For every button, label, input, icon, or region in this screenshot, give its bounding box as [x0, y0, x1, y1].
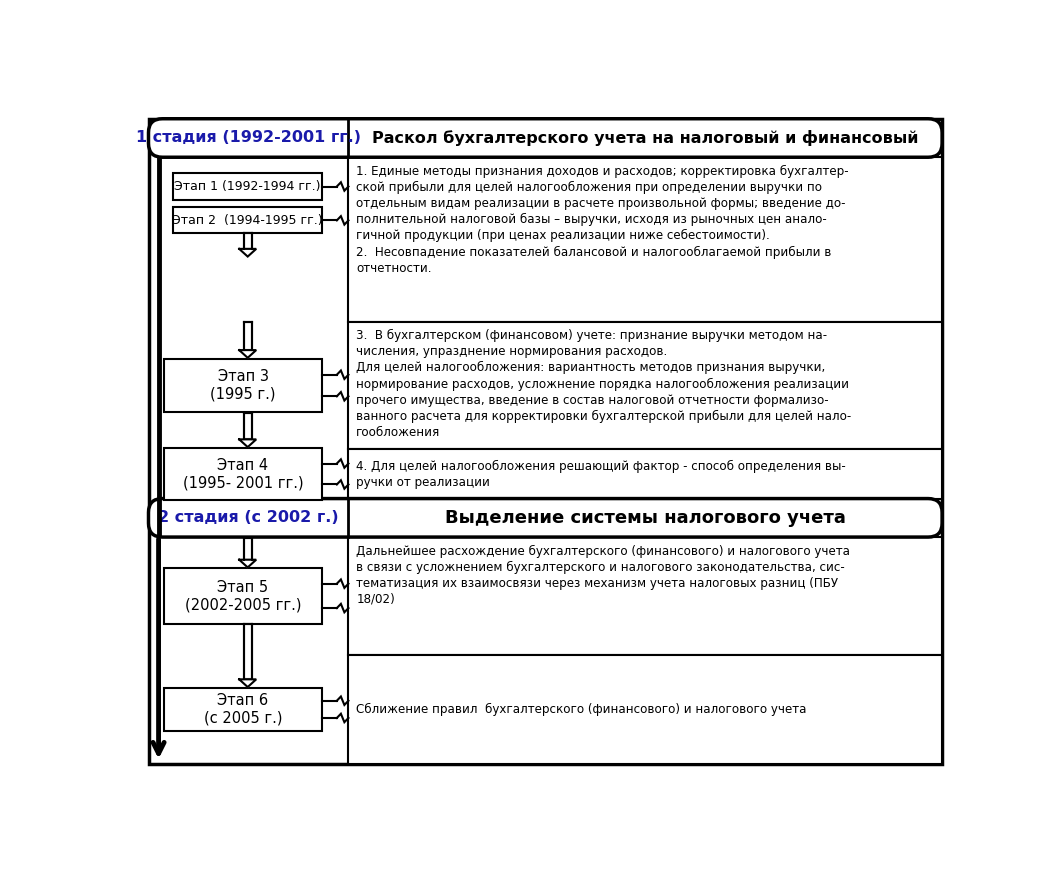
Bar: [244, 624, 251, 679]
Bar: [348, 538, 942, 655]
Text: Этап 6
(с 2005 г.): Этап 6 (с 2005 г.): [204, 693, 282, 725]
Bar: [348, 157, 942, 322]
Bar: [244, 233, 251, 249]
Bar: [244, 413, 251, 440]
Bar: [348, 449, 942, 498]
Bar: [348, 655, 942, 764]
Bar: [164, 447, 322, 500]
Bar: [173, 207, 322, 233]
Polygon shape: [239, 440, 256, 447]
Text: Этап 4
(1995- 2001 гг.): Этап 4 (1995- 2001 гг.): [183, 458, 303, 490]
Polygon shape: [239, 350, 256, 357]
Bar: [164, 688, 322, 731]
Text: 3.  В бухгалтерском (финансовом) учете: признание выручки методом на-
числения, : 3. В бухгалтерском (финансовом) учете: п…: [356, 329, 851, 439]
FancyBboxPatch shape: [149, 119, 942, 157]
Text: Этап 5
(2002-2005 гг.): Этап 5 (2002-2005 гг.): [185, 579, 301, 612]
Bar: [244, 323, 251, 350]
Polygon shape: [239, 559, 256, 567]
Text: Сближение правил  бухгалтерского (финансового) и налогового учета: Сближение правил бухгалтерского (финансо…: [356, 703, 807, 716]
Text: Раскол бухгалтерского учета на налоговый и финансовый: Раскол бухгалтерского учета на налоговый…: [372, 130, 918, 146]
Bar: [244, 538, 251, 559]
Text: 4. Для целей налогообложения решающий фактор - способ определения вы-
ручки от р: 4. Для целей налогообложения решающий фа…: [356, 460, 846, 489]
Text: Дальнейшее расхождение бухгалтерского (финансового) и налогового учета
в связи с: Дальнейшее расхождение бухгалтерского (ф…: [356, 545, 850, 606]
Text: Этап 3
(1995 г.): Этап 3 (1995 г.): [211, 370, 276, 402]
Text: Этап 1 (1992-1994 гг.): Этап 1 (1992-1994 гг.): [174, 180, 321, 193]
Bar: [348, 322, 942, 449]
Polygon shape: [239, 679, 256, 687]
Text: 1 стадия (1992-2001 гг.): 1 стадия (1992-2001 гг.): [136, 130, 361, 145]
Bar: [164, 358, 322, 413]
Text: 1. Единые методы признания доходов и расходов; корректировка бухгалтер-
ской при: 1. Единые методы признания доходов и рас…: [356, 165, 849, 274]
Bar: [164, 568, 322, 624]
Text: Этап 2  (1994-1995 гг.): Этап 2 (1994-1995 гг.): [172, 214, 323, 227]
Polygon shape: [239, 249, 256, 257]
FancyBboxPatch shape: [149, 498, 942, 538]
Bar: [173, 173, 322, 199]
Text: Выделение системы налогового учета: Выделение системы налогового учета: [445, 509, 846, 527]
Text: 2 стадия (с 2002 г.): 2 стадия (с 2002 г.): [159, 510, 338, 525]
